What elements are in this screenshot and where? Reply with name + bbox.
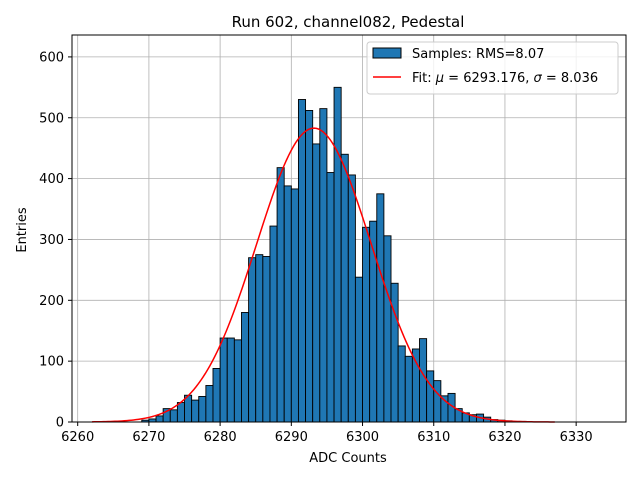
x-tick-label: 6260: [61, 430, 94, 445]
histogram-bar: [326, 172, 335, 423]
histogram-bar: [169, 409, 178, 423]
legend-label-fit: Fit: μ = 6293.176, σ = 8.036: [412, 71, 598, 86]
histogram-bar: [176, 402, 185, 423]
y-tick-label: 200: [39, 294, 64, 309]
histogram-bar: [411, 348, 420, 423]
legend-sigma-value: = 8.036: [542, 71, 598, 86]
histogram-bar: [376, 193, 385, 423]
y-tick-label: 500: [39, 111, 64, 126]
histogram-bar: [312, 143, 321, 423]
histogram-bar: [290, 188, 299, 423]
histogram-bar: [283, 185, 292, 423]
y-tick-label: 100: [39, 355, 64, 370]
y-tick-label: 600: [39, 50, 64, 65]
legend-fit-prefix: Fit:: [412, 71, 436, 86]
histogram-bar: [276, 167, 285, 423]
chart-title: Run 602, channel082, Pedestal: [232, 13, 465, 31]
histogram-bar: [404, 355, 413, 423]
histogram-bar: [226, 337, 235, 423]
histogram-bar: [297, 99, 307, 423]
histogram-bar: [191, 399, 200, 423]
x-tick-label: 6300: [346, 430, 379, 445]
x-tick-label: 6330: [560, 430, 593, 445]
histogram-bar: [419, 338, 428, 423]
x-tick-label: 6310: [417, 430, 450, 445]
y-axis-label: Entries: [15, 207, 30, 253]
histogram-bar: [319, 108, 328, 423]
legend-swatch-samples: [372, 47, 402, 59]
histogram-bar: [354, 276, 363, 423]
legend-mu-value: = 6293.176,: [444, 71, 533, 86]
histogram-bar: [362, 226, 371, 423]
legend-frame: [366, 41, 619, 95]
histogram-bar: [155, 415, 164, 423]
y-tick-label: 300: [39, 233, 64, 248]
histogram-bar: [248, 257, 257, 423]
y-axis-ticks: 0 100 200 300 400 500 600: [39, 50, 72, 431]
histogram-bar: [262, 256, 271, 423]
histogram-bar: [198, 395, 207, 423]
x-axis-label: ADC Counts: [309, 451, 387, 466]
histogram-bar: [426, 370, 435, 423]
legend-sigma-symbol: σ: [534, 71, 543, 86]
y-tick-label: 400: [39, 172, 64, 187]
x-tick-label: 6290: [275, 430, 308, 445]
histogram-bar: [269, 225, 278, 423]
fit-line: [91, 127, 555, 423]
x-axis-ticks: 6260 6270 6280 6290 6300 6310 6320 6330: [61, 422, 593, 445]
histogram-bar: [390, 282, 399, 423]
legend-label-samples: Samples: RMS=8.07: [412, 47, 544, 62]
histogram-bar: [219, 337, 228, 423]
x-tick-label: 6270: [132, 430, 165, 445]
histogram-bar: [241, 312, 250, 423]
histogram-bar: [255, 254, 264, 423]
histogram-bar: [333, 86, 342, 423]
histogram-bar: [383, 235, 392, 423]
histogram-bar: [340, 153, 349, 423]
x-tick-label: 6280: [204, 430, 237, 445]
histogram-bar: [212, 368, 221, 423]
plot-frame: [71, 34, 627, 423]
histogram-bar: [433, 380, 442, 423]
histogram-bar: [205, 385, 214, 423]
histogram-bar: [233, 339, 242, 423]
histogram-bar: [397, 345, 406, 423]
histogram-bar: [305, 110, 314, 423]
legend-mu-symbol: μ: [435, 71, 444, 86]
legend: Samples: RMS=8.07 Fit: μ = 6293.176, σ =…: [366, 41, 619, 95]
histogram-bar: [347, 174, 356, 423]
y-tick-label: 0: [56, 416, 64, 431]
x-tick-label: 6320: [488, 430, 521, 445]
